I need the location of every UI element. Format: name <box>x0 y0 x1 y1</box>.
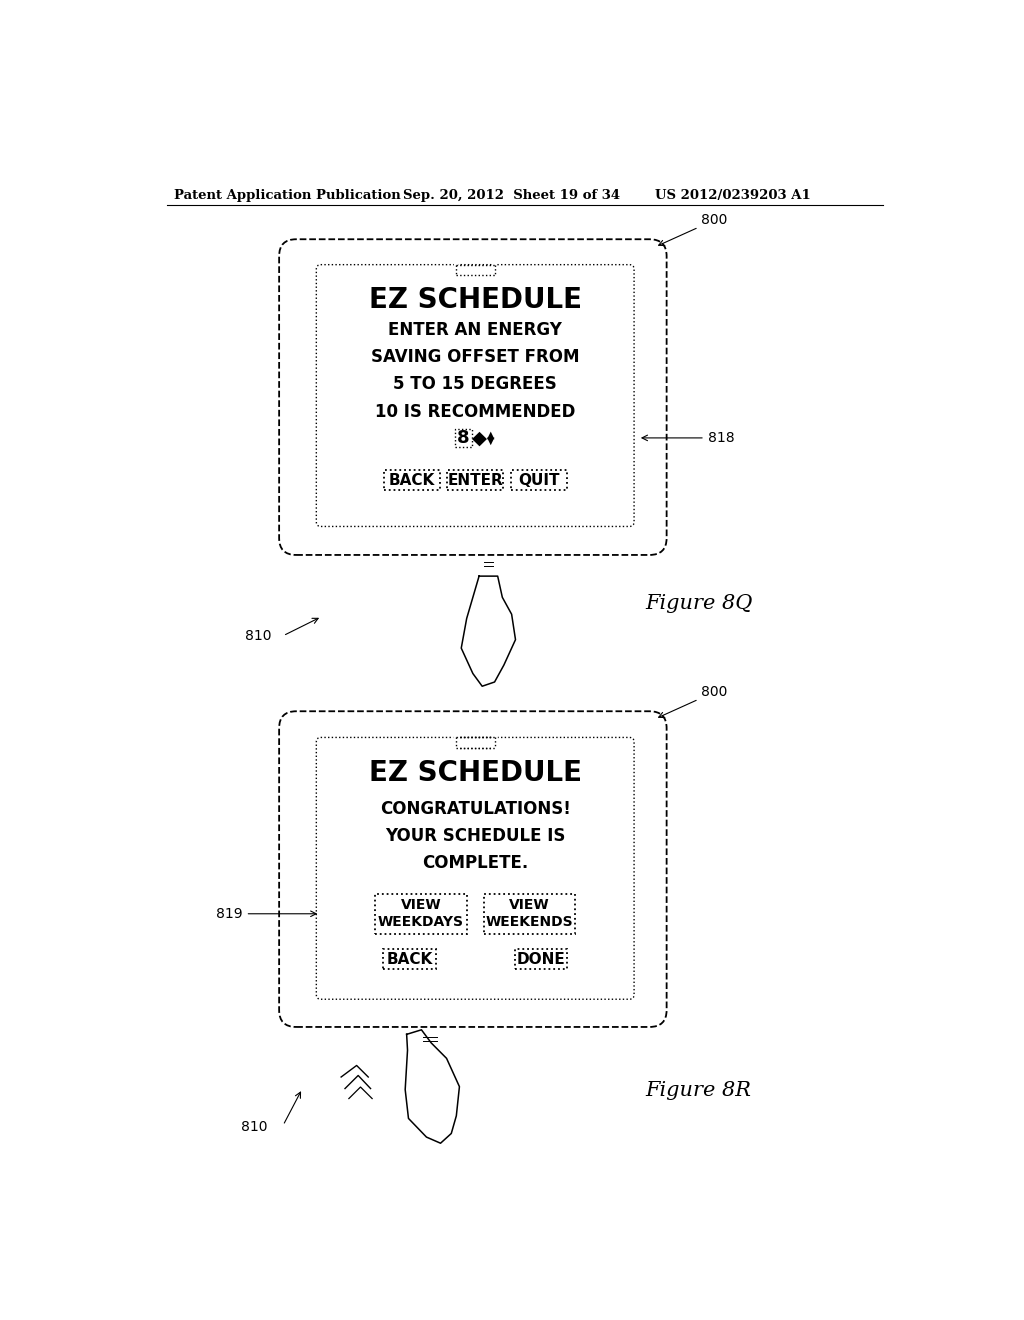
Text: ▲: ▲ <box>487 430 495 440</box>
FancyBboxPatch shape <box>316 264 634 527</box>
Text: 800: 800 <box>658 213 728 246</box>
Text: ◆: ◆ <box>472 429 487 447</box>
Text: Figure 8R: Figure 8R <box>646 1081 752 1101</box>
Text: 810: 810 <box>241 1121 267 1134</box>
Text: Figure 8Q: Figure 8Q <box>646 594 753 612</box>
Text: CONGRATULATIONS!
YOUR SCHEDULE IS
COMPLETE.: CONGRATULATIONS! YOUR SCHEDULE IS COMPLE… <box>380 800 570 873</box>
Text: 810: 810 <box>245 628 271 643</box>
Text: BACK: BACK <box>386 952 432 966</box>
Text: DONE: DONE <box>517 952 565 966</box>
Text: QUIT: QUIT <box>518 473 559 488</box>
Bar <box>384 470 439 490</box>
Text: 819: 819 <box>216 907 316 921</box>
Bar <box>515 949 567 969</box>
Text: EZ SCHEDULE: EZ SCHEDULE <box>369 286 582 314</box>
Text: BACK: BACK <box>388 473 435 488</box>
FancyBboxPatch shape <box>280 239 667 554</box>
Text: ENTER AN ENERGY
SAVING OFFSET FROM
5 TO 15 DEGREES
10 IS RECOMMENDED: ENTER AN ENERGY SAVING OFFSET FROM 5 TO … <box>371 321 580 421</box>
Text: ▼: ▼ <box>487 436 495 446</box>
Bar <box>455 429 472 447</box>
Text: 800: 800 <box>658 685 728 718</box>
FancyBboxPatch shape <box>280 711 667 1027</box>
Text: ENTER: ENTER <box>447 473 503 488</box>
Text: Sep. 20, 2012  Sheet 19 of 34: Sep. 20, 2012 Sheet 19 of 34 <box>403 189 621 202</box>
Bar <box>483 894 575 933</box>
Text: VIEW
WEEKENDS: VIEW WEEKENDS <box>485 898 573 929</box>
Bar <box>447 470 503 490</box>
Bar <box>511 470 566 490</box>
Text: US 2012/0239203 A1: US 2012/0239203 A1 <box>655 189 811 202</box>
Text: 8: 8 <box>458 429 470 447</box>
Bar <box>375 894 467 933</box>
Bar <box>383 949 435 969</box>
Text: VIEW
WEEKDAYS: VIEW WEEKDAYS <box>378 898 464 929</box>
Text: EZ SCHEDULE: EZ SCHEDULE <box>369 759 582 787</box>
Text: Patent Application Publication: Patent Application Publication <box>174 189 401 202</box>
FancyBboxPatch shape <box>316 738 634 999</box>
Text: 818: 818 <box>642 430 734 445</box>
